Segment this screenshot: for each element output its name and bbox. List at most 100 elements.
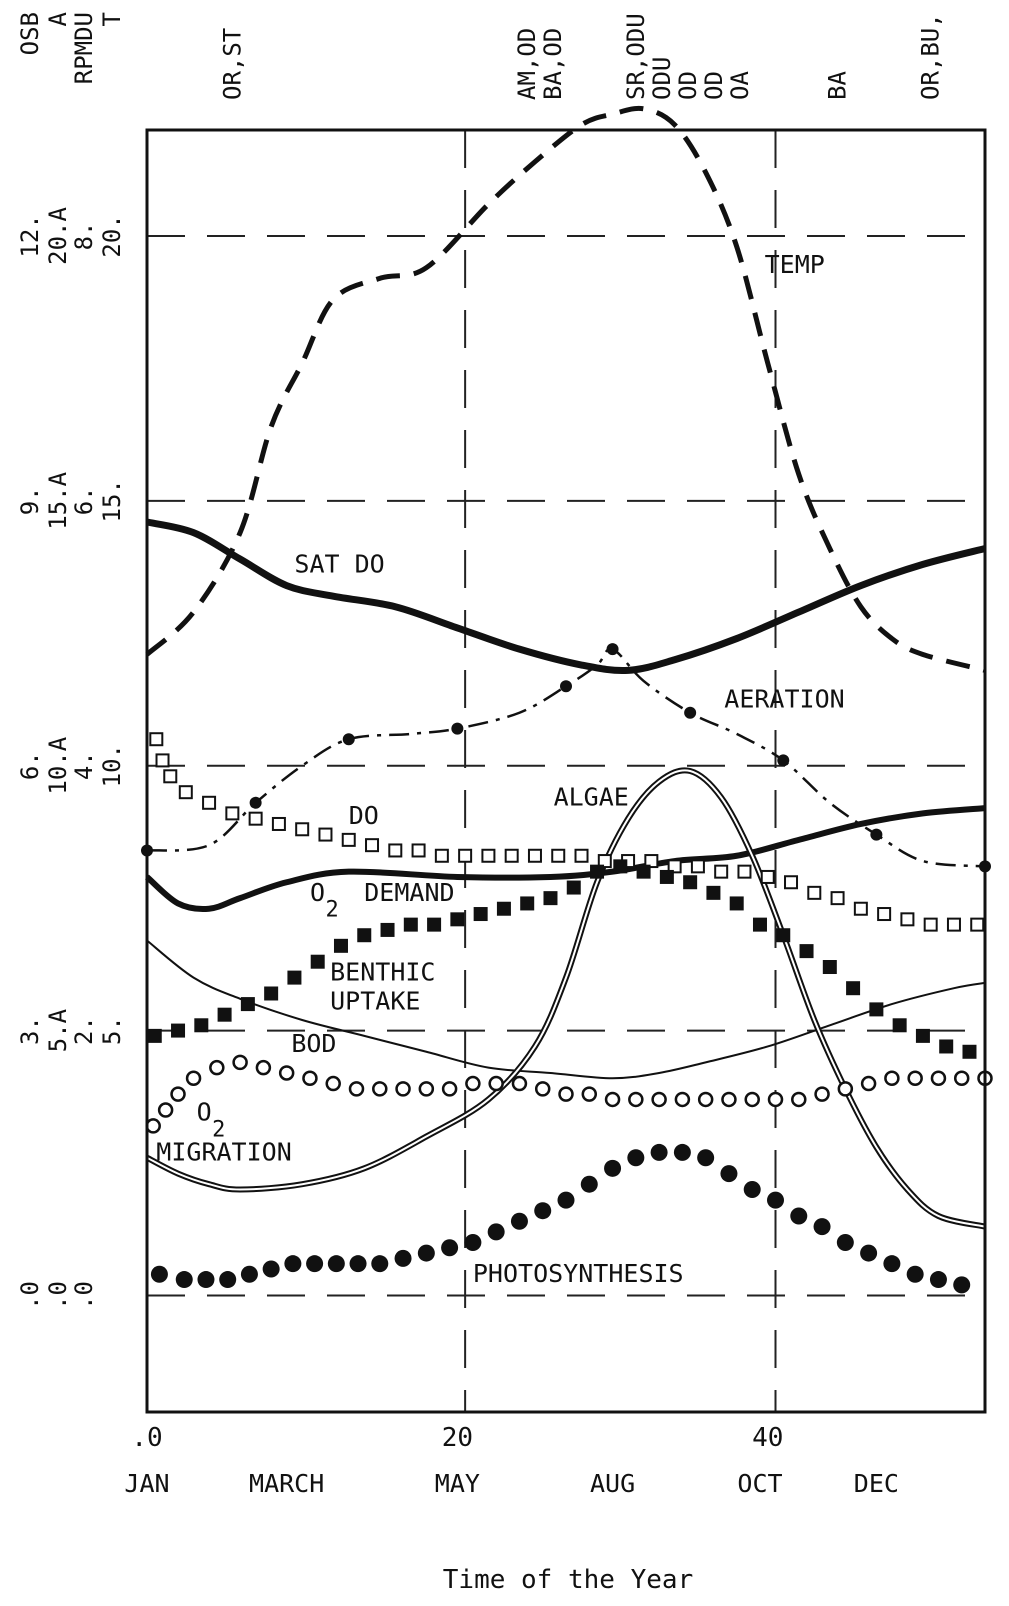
series-do-point bbox=[434, 848, 449, 863]
series-o2-migration-point bbox=[907, 1070, 923, 1087]
series-photosynthesis-point bbox=[906, 1265, 924, 1283]
series-photosynthesis-point bbox=[306, 1255, 324, 1273]
series-o2-migration-point bbox=[232, 1054, 248, 1071]
grid-lines bbox=[147, 130, 985, 1412]
series-photosynthesis-point bbox=[487, 1223, 505, 1241]
series-benthic-uptake-point bbox=[217, 1007, 232, 1022]
series-benthic-uptake-point bbox=[892, 1018, 907, 1033]
series-benthic-uptake-point bbox=[473, 907, 488, 922]
series-do-point bbox=[149, 732, 164, 747]
y-tick-label: .0 bbox=[70, 1281, 98, 1310]
series-do-point bbox=[551, 848, 566, 863]
series-photosynthesis-point bbox=[743, 1181, 761, 1199]
series-benthic-uptake-point bbox=[171, 1023, 186, 1038]
series-o2-migration-point bbox=[488, 1075, 504, 1092]
series-benthic-uptake-point bbox=[776, 928, 791, 943]
curve-label: SAT DO bbox=[294, 549, 384, 578]
y-tick-label: 5.A bbox=[44, 1008, 72, 1052]
series-benthic-uptake-point bbox=[450, 912, 465, 927]
series-do-point bbox=[784, 875, 799, 890]
series-photosynthesis-point bbox=[510, 1212, 528, 1230]
curve-label: TEMP bbox=[765, 250, 825, 279]
series-photosynthesis-point bbox=[953, 1276, 971, 1294]
series-o2-migration-point bbox=[674, 1091, 691, 1108]
series-do-point bbox=[946, 917, 961, 932]
series-photosynthesis-point bbox=[697, 1149, 715, 1167]
series-photosynthesis-point bbox=[860, 1244, 878, 1262]
series-benthic-uptake-point bbox=[287, 970, 302, 985]
y-tick-label: .0 bbox=[16, 1281, 44, 1310]
x-axis-tick-labels: .0 20 40 bbox=[131, 1423, 783, 1453]
series-do-point bbox=[388, 843, 403, 858]
top-annotation: OD bbox=[700, 71, 728, 100]
series-do-point bbox=[667, 859, 682, 874]
series-o2-migration-point bbox=[791, 1091, 807, 1108]
series-do-point bbox=[295, 822, 310, 837]
series-do-point bbox=[574, 848, 589, 863]
plot-frame bbox=[145, 128, 987, 1414]
series-do-point bbox=[900, 912, 915, 927]
curve-label: MIGRATION bbox=[156, 1137, 291, 1166]
series-do-point bbox=[877, 907, 892, 922]
series-benthic-uptake-point bbox=[799, 944, 814, 959]
series-do-point bbox=[644, 854, 659, 869]
y-tick-label: 4. bbox=[70, 751, 98, 780]
series-o2-migration-point bbox=[814, 1086, 830, 1102]
series-benthic-uptake-point bbox=[915, 1028, 930, 1043]
series-o2-migration-point bbox=[465, 1075, 481, 1092]
curve-label: AERATION bbox=[724, 684, 844, 713]
series-benthic-uptake-point bbox=[613, 859, 628, 874]
series-benthic-uptake-point bbox=[520, 896, 535, 911]
series-o2-migration-point bbox=[209, 1059, 225, 1076]
top-annotation: OR,BU, bbox=[917, 13, 945, 100]
series-o2-migration-point bbox=[255, 1059, 272, 1076]
series-benthic-uptake-point bbox=[264, 986, 279, 1001]
series-photosynthesis-point bbox=[327, 1255, 345, 1273]
series-photosynthesis-point bbox=[262, 1260, 280, 1278]
y-tick-label: 12. bbox=[16, 214, 44, 257]
y-tick-label: 10. bbox=[98, 744, 126, 787]
series-do-point bbox=[504, 848, 519, 863]
series-benthic-uptake-point bbox=[147, 1028, 162, 1043]
top-annotation: SR,ODU bbox=[622, 13, 650, 100]
series-aeration-point bbox=[249, 796, 262, 809]
axis-header-label: A bbox=[44, 11, 72, 26]
series-do-point bbox=[853, 901, 868, 916]
series-do-point bbox=[318, 827, 333, 842]
series-do-point bbox=[597, 854, 612, 869]
series-do-point bbox=[202, 795, 217, 810]
y-tick-label: 15. bbox=[98, 479, 126, 522]
series-o2-migration-point bbox=[170, 1086, 186, 1102]
curve-label: UPTAKE bbox=[330, 986, 420, 1015]
top-annotation: OR,ST bbox=[218, 28, 246, 100]
series-o2-migration-point bbox=[278, 1065, 295, 1081]
series-photosynthesis-point bbox=[813, 1218, 831, 1236]
series-o2-migration-point bbox=[721, 1091, 737, 1108]
series-photosynthesis-point bbox=[150, 1265, 168, 1283]
curve-label: 2 bbox=[325, 898, 338, 923]
series-benthic-uptake-point bbox=[706, 885, 721, 900]
series-photosynthesis-point bbox=[650, 1143, 668, 1161]
series-benthic-uptake-point bbox=[659, 869, 674, 884]
series-benthic-uptake-point bbox=[729, 896, 744, 911]
series-benthic-uptake-point bbox=[566, 880, 581, 895]
x-tick-label: 40 bbox=[752, 1423, 783, 1453]
curve-label: DO bbox=[349, 801, 379, 830]
y-tick-label: 15.A bbox=[44, 471, 72, 529]
series-o2-migration-point bbox=[185, 1070, 202, 1087]
month-label: MAY bbox=[435, 1469, 480, 1498]
series-do-point bbox=[458, 848, 473, 863]
series-photosynthesis-point bbox=[464, 1233, 482, 1251]
series-o2-migration-point bbox=[953, 1070, 970, 1087]
series-benthic-uptake-point bbox=[939, 1039, 954, 1054]
series-o2-migration-point bbox=[348, 1081, 365, 1097]
series-photosynthesis-point bbox=[349, 1255, 367, 1273]
series-o2-migration-point bbox=[581, 1086, 598, 1102]
y-tick-label: 20.A bbox=[44, 207, 72, 265]
series-o2-migration-point bbox=[697, 1091, 714, 1108]
series-photosynthesis-point bbox=[790, 1207, 808, 1225]
series-benthic-uptake-point bbox=[357, 928, 372, 943]
series-o2-migration-point bbox=[395, 1081, 411, 1097]
